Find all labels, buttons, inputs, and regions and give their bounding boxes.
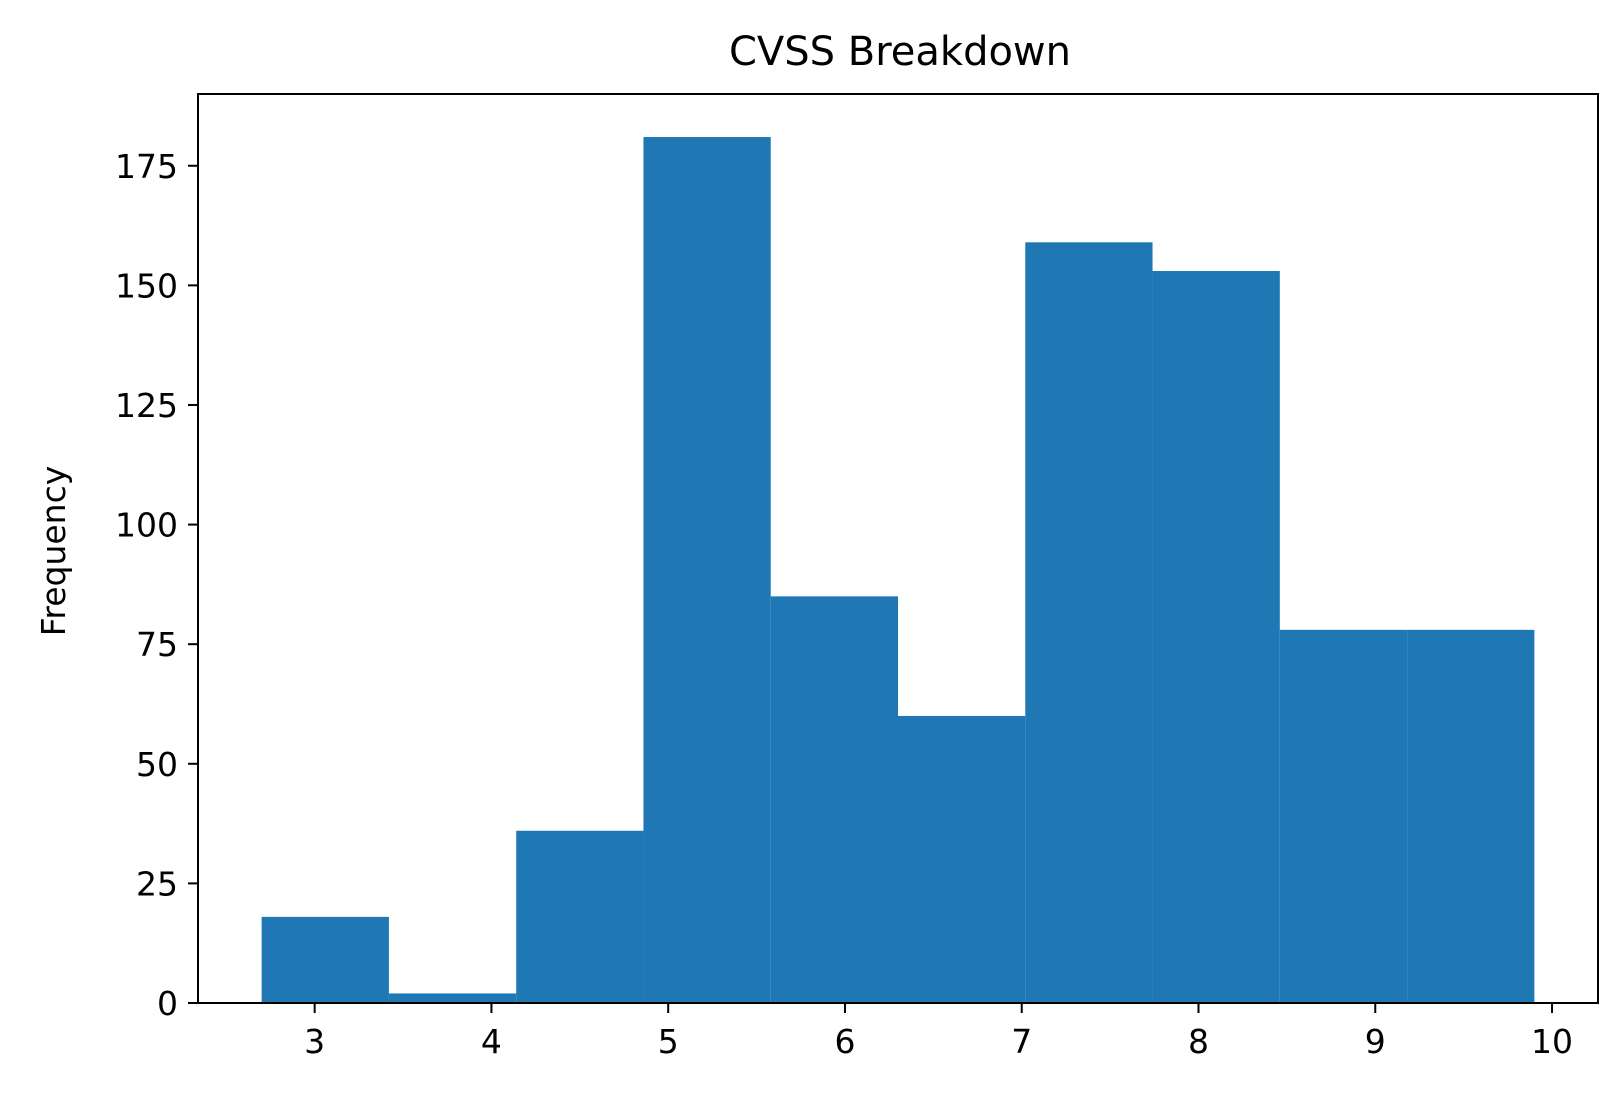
y-tick-label-1: 25 [136,864,178,903]
x-tick-label-4: 7 [1011,1022,1032,1061]
y-tick-label-7: 175 [115,147,178,186]
y-tick-label-4: 100 [115,506,178,545]
plot-frame [197,93,1599,1004]
histogram-bar-4 [770,596,898,1003]
x-tick-label-6: 9 [1365,1022,1386,1061]
y-tick-label-6: 150 [115,266,178,305]
histogram-bar-7 [1152,271,1280,1004]
histogram-bar-5 [898,715,1026,1003]
x-tick-label-2: 5 [658,1022,679,1061]
histogram-bar-1 [388,993,517,1003]
histogram-bar-0 [261,916,389,1003]
histogram-bar-9 [1407,629,1535,1003]
histogram-bar-2 [516,830,644,1003]
chart-title: CVSS Breakdown [729,29,1071,75]
y-tick-label-0: 0 [157,984,178,1023]
bars-group [261,137,1535,1004]
histogram-bar-3 [643,137,771,1004]
y-axis-label: Frequency [34,466,73,636]
x-tick-label-7: 10 [1531,1022,1573,1061]
x-tick-label-1: 4 [481,1022,502,1061]
histogram-bar-6 [1025,242,1153,1003]
x-tick-label-0: 3 [304,1022,325,1061]
histogram-bar-8 [1279,629,1408,1003]
y-tick-label-2: 50 [136,745,178,784]
y-tick-label-3: 75 [136,625,178,664]
x-tick-label-5: 8 [1188,1022,1209,1061]
y-tick-label-5: 125 [115,386,178,425]
x-tick-label-3: 6 [834,1022,855,1061]
